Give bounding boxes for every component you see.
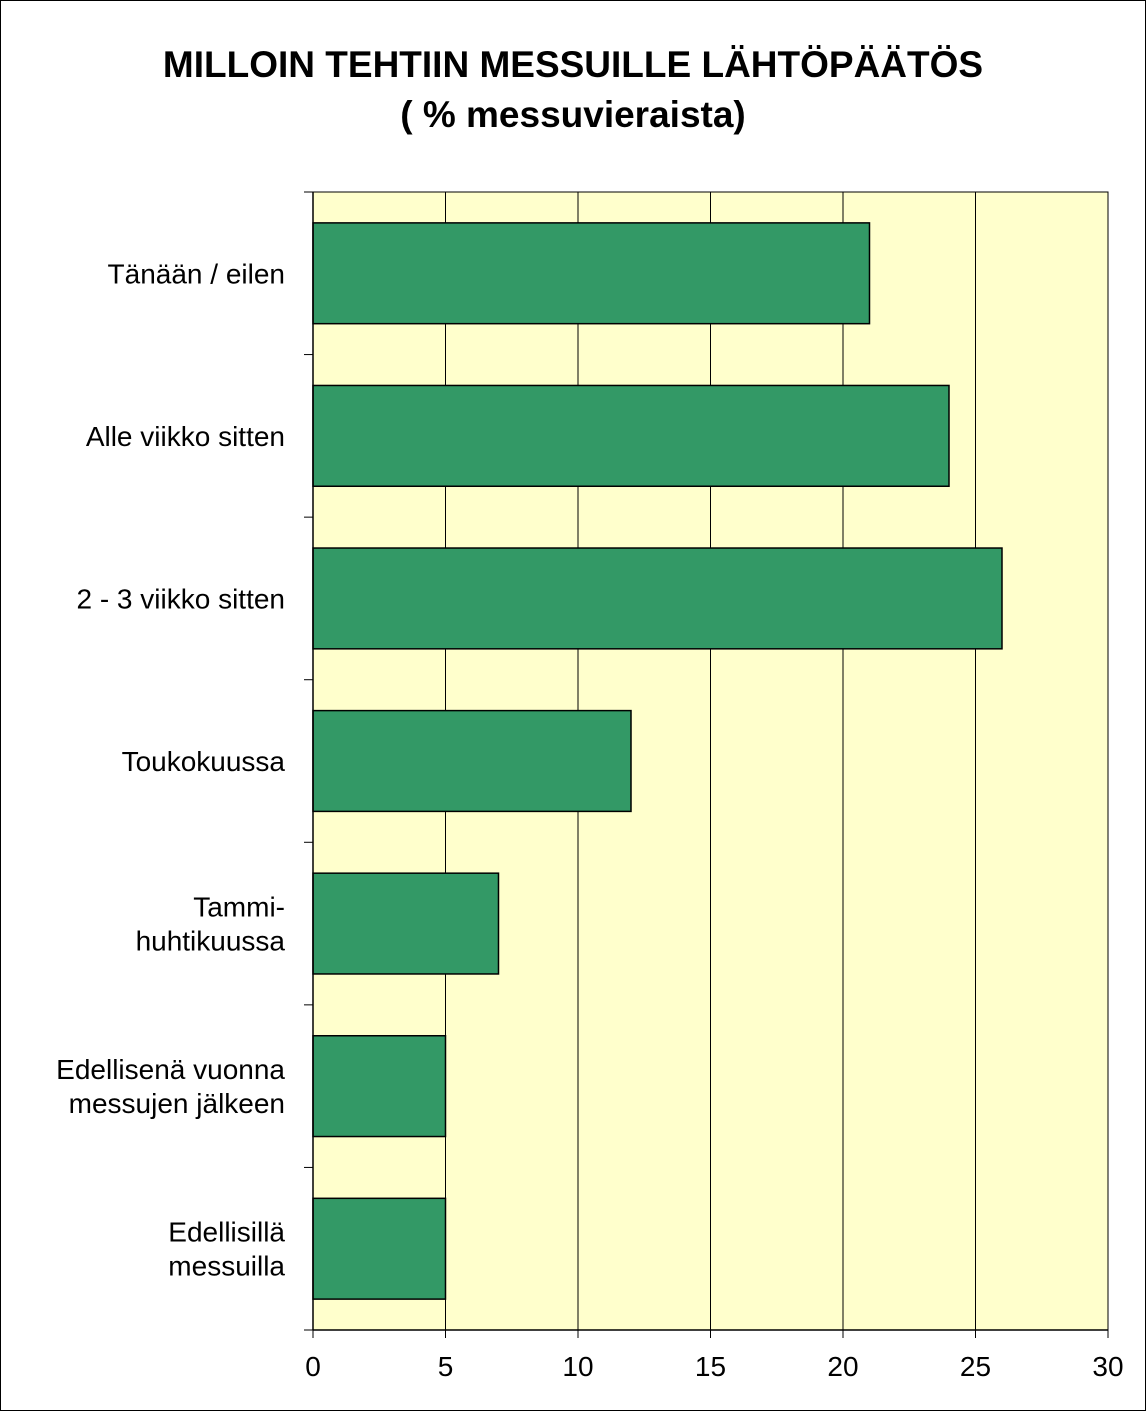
x-tick-label-30: 30 <box>1092 1351 1123 1382</box>
category-label-2: 2 - 3 viikko sitten <box>76 583 285 614</box>
bar-5 <box>312 1034 447 1138</box>
category-label-1: Alle viikko sitten <box>86 421 285 452</box>
category-label-0: Tänään / eilen <box>108 258 285 289</box>
category-label-6: Edellisillä messuilla <box>168 1217 285 1282</box>
bar-6 <box>312 1197 447 1300</box>
bar-2 <box>312 547 1003 650</box>
category-label-3: Toukokuussa <box>122 746 286 777</box>
chart-title: MILLOIN TEHTIIN MESSUILLE LÄHTÖPÄÄTÖS <box>162 44 984 85</box>
bar-3 <box>312 709 632 813</box>
bar-1 <box>312 384 950 488</box>
bar-0 <box>312 222 871 325</box>
x-tick-label-15: 15 <box>695 1351 726 1382</box>
x-tick-label-5: 5 <box>438 1351 454 1382</box>
bar-4 <box>312 872 500 975</box>
chart-subtitle: ( % messuvieraista) <box>400 94 746 135</box>
category-label-5: Edellisenä vuonna messujen jälkeen <box>56 1054 285 1119</box>
chart-title-block: MILLOIN TEHTIIN MESSUILLE LÄHTÖPÄÄTÖS ( … <box>0 40 1146 140</box>
x-tick-label-10: 10 <box>562 1351 593 1382</box>
category-label-4: Tammi-huhtikuussa <box>136 892 286 957</box>
x-tick-label-25: 25 <box>960 1351 991 1382</box>
x-tick-label-0: 0 <box>305 1351 321 1382</box>
axes <box>304 191 1109 1338</box>
x-tick-label-20: 20 <box>827 1351 858 1382</box>
category-labels: Tänään / eilen Alle viikko sitten 2 - 3 vi… <box>56 258 285 1281</box>
x-tick-labels: 0 5 10 15 20 25 30 <box>305 1351 1123 1382</box>
